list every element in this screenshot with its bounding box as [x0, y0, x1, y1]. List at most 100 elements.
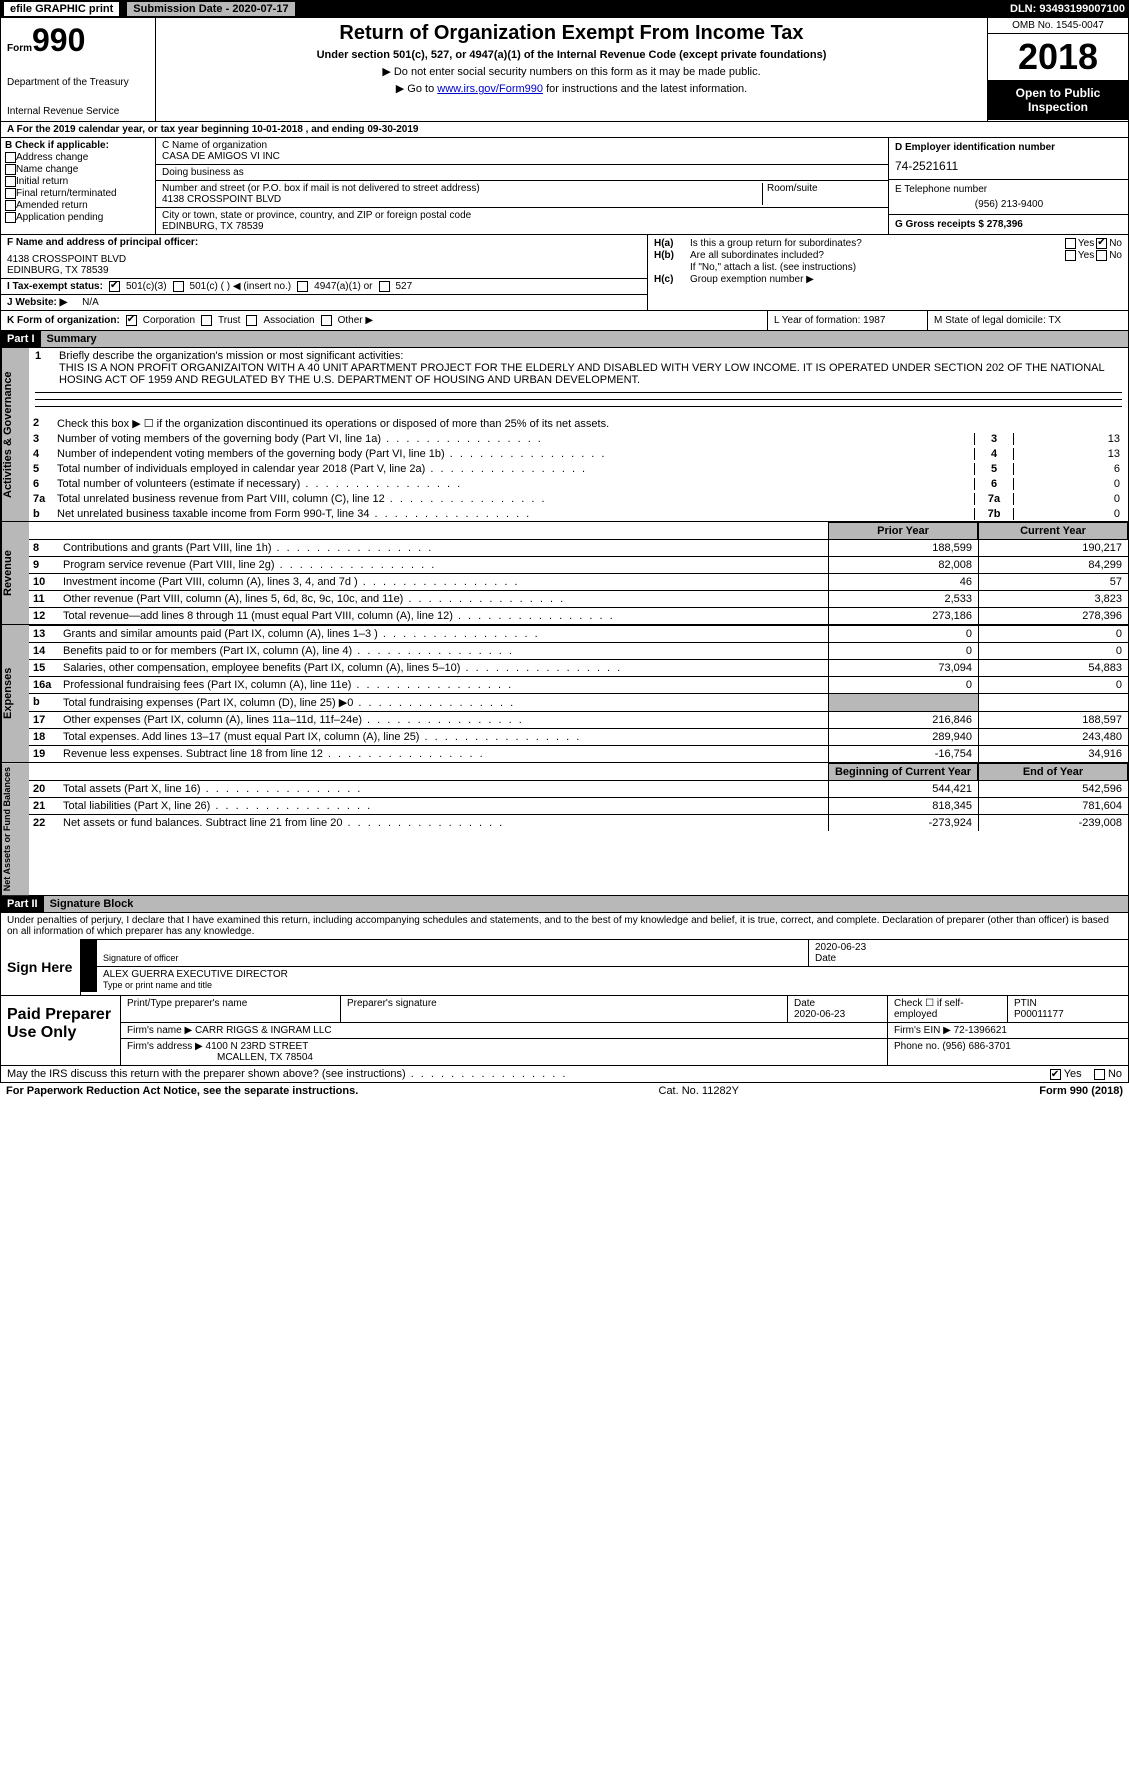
part-2-header: Part II — [1, 896, 44, 912]
dln: DLN: 93493199007100 — [1010, 3, 1125, 15]
dba-label: Doing business as — [162, 167, 882, 178]
firm-address-2: MCALLEN, TX 78504 — [217, 1052, 881, 1063]
row-a-tax-year: A For the 2019 calendar year, or tax yea… — [0, 122, 1129, 138]
cb-irs-no[interactable] — [1094, 1069, 1105, 1080]
city-block: City or town, state or province, country… — [162, 210, 882, 232]
expenses-section: Expenses 13Grants and similar amounts pa… — [0, 625, 1129, 763]
cb-amended[interactable]: Amended return — [5, 200, 151, 211]
paid-row-3: Firm's address ▶ 4100 N 23RD STREET MCAL… — [121, 1039, 1128, 1065]
footer-left: For Paperwork Reduction Act Notice, see … — [6, 1085, 358, 1097]
cb-ha-no[interactable] — [1096, 238, 1107, 249]
l-year-formation: L Year of formation: 1987 — [768, 311, 928, 330]
cb-trust[interactable] — [201, 315, 212, 326]
col-eg: E Telephone number (956) 213-9400 G Gros… — [889, 180, 1129, 234]
cb-ha-yes[interactable] — [1065, 238, 1076, 249]
cb-corp[interactable] — [126, 315, 137, 326]
sig-name-cell: ALEX GUERRA EXECUTIVE DIRECTOR Type or p… — [97, 967, 1128, 992]
page-footer: For Paperwork Reduction Act Notice, see … — [0, 1083, 1129, 1099]
gov-line: bNet unrelated business taxable income f… — [29, 506, 1128, 521]
col-d-ein: D Employer identification number 74-2521… — [889, 138, 1129, 180]
h-group-return: H(a) Is this a group return for subordin… — [648, 235, 1128, 288]
street-block: Number and street (or P.O. box if mail i… — [162, 183, 762, 205]
gov-line: 7aTotal unrelated business revenue from … — [29, 491, 1128, 506]
cb-name-change[interactable]: Name change — [5, 164, 151, 175]
part-1: Part I Summary — [0, 331, 1129, 348]
sig-arrow-icon-2 — [81, 967, 97, 992]
col-b-header: B Check if applicable: — [5, 140, 151, 151]
row-fhij: F Name and address of principal officer:… — [0, 235, 1129, 311]
cb-initial-return[interactable]: Initial return — [5, 176, 151, 187]
header-title-block: Return of Organization Exempt From Incom… — [156, 18, 988, 121]
line-2: 2 Check this box ▶ ☐ if the organization… — [29, 415, 1128, 431]
dept-treasury: Department of the Treasury — [7, 77, 149, 88]
ein-value: 74-2521611 — [895, 159, 1123, 173]
sig-officer-cell: Signature of officer — [97, 940, 808, 966]
cb-hb-no[interactable] — [1096, 250, 1107, 261]
governance-vert-label: Activities & Governance — [1, 348, 29, 521]
gov-line: 4Number of independent voting members of… — [29, 446, 1128, 461]
governance-section: Activities & Governance 1 Briefly descri… — [0, 348, 1129, 522]
col-b-checkboxes: B Check if applicable: Address change Na… — [1, 138, 156, 234]
firm-address-1: 4100 N 23RD STREET — [206, 1041, 309, 1052]
col-c-org-name: C Name of organization CASA DE AMIGOS VI… — [156, 138, 888, 234]
fin-line: 22Net assets or fund balances. Subtract … — [29, 814, 1128, 831]
irs-link[interactable]: www.irs.gov/Form990 — [437, 83, 543, 95]
tax-year: 2018 — [988, 34, 1128, 80]
cb-hb-yes[interactable] — [1065, 250, 1076, 261]
part-1-header: Part I — [1, 331, 41, 347]
fin-line: 19Revenue less expenses. Subtract line 1… — [29, 745, 1128, 762]
form-title: Return of Organization Exempt From Incom… — [162, 22, 981, 45]
sign-here-label: Sign Here — [1, 939, 81, 995]
cb-501c3[interactable] — [109, 281, 120, 292]
revenue-vert-label: Revenue — [1, 522, 29, 624]
revenue-section: Revenue Prior Year Current Year 8Contrib… — [0, 522, 1129, 625]
street-value: 4138 CROSSPOINT BLVD — [162, 194, 762, 205]
mission-text: THIS IS A NON PROFIT ORGANIZAITON WITH A… — [59, 362, 1122, 386]
form-note-1: ▶ Do not enter social security numbers o… — [162, 65, 981, 78]
footer-cat: Cat. No. 11282Y — [358, 1085, 1039, 1097]
city-value: EDINBURG, TX 78539 — [162, 221, 882, 232]
cb-irs-yes[interactable] — [1050, 1069, 1061, 1080]
fin-line: 9Program service revenue (Part VIII, lin… — [29, 556, 1128, 573]
fin-line: 12Total revenue—add lines 8 through 11 (… — [29, 607, 1128, 624]
cb-501c[interactable] — [173, 281, 184, 292]
sig-date-cell: 2020-06-23 Date — [808, 940, 1128, 966]
top-bar: efile GRAPHIC print Submission Date - 20… — [0, 0, 1129, 18]
part-2: Part II Signature Block — [0, 896, 1129, 913]
fin-line: 17Other expenses (Part IX, column (A), l… — [29, 711, 1128, 728]
gov-line: 6Total number of volunteers (estimate if… — [29, 476, 1128, 491]
fin-line: 15Salaries, other compensation, employee… — [29, 659, 1128, 676]
fin-line: bTotal fundraising expenses (Part IX, co… — [29, 693, 1128, 711]
j-website: J Website: ▶ N/A — [1, 295, 647, 310]
omb-number: OMB No. 1545-0047 — [988, 18, 1128, 34]
paid-preparer-block: Paid Preparer Use Only Print/Type prepar… — [0, 996, 1129, 1066]
signature-block: Under penalties of perjury, I declare th… — [0, 913, 1129, 996]
telephone-block: E Telephone number (956) 213-9400 — [889, 180, 1129, 215]
col-headers: Prior Year Current Year — [29, 522, 1128, 539]
k-form-org: K Form of organization: Corporation Trus… — [1, 311, 768, 330]
cb-other[interactable] — [321, 315, 332, 326]
gross-receipts: G Gross receipts $ 278,396 — [889, 215, 1129, 234]
header-left: Form990 Department of the Treasury Inter… — [1, 18, 156, 121]
m-state-domicile: M State of legal domicile: TX — [928, 311, 1128, 330]
telephone-value: (956) 213-9400 — [895, 199, 1123, 210]
cb-address-change[interactable]: Address change — [5, 152, 151, 163]
officer-name: ALEX GUERRA EXECUTIVE DIRECTOR — [103, 969, 1122, 980]
fin-line: 20Total assets (Part X, line 16)544,4215… — [29, 780, 1128, 797]
cb-assoc[interactable] — [246, 315, 257, 326]
org-name: CASA DE AMIGOS VI INC — [162, 151, 642, 162]
org-name-block: C Name of organization CASA DE AMIGOS VI… — [162, 140, 642, 162]
cb-4947[interactable] — [297, 281, 308, 292]
fin-line: 11Other revenue (Part VIII, column (A), … — [29, 590, 1128, 607]
fin-line: 18Total expenses. Add lines 13–17 (must … — [29, 728, 1128, 745]
net-vert-label: Net Assets or Fund Balances — [1, 763, 29, 895]
cb-527[interactable] — [379, 281, 390, 292]
f-principal-officer: F Name and address of principal officer:… — [1, 235, 647, 279]
cb-final-return[interactable]: Final return/terminated — [5, 188, 151, 199]
form-number: Form990 — [7, 22, 149, 59]
part-2-title: Signature Block — [44, 896, 1128, 912]
cb-application-pending[interactable]: Application pending — [5, 212, 151, 223]
header-right: OMB No. 1545-0047 2018 Open to Public In… — [988, 18, 1128, 121]
firm-phone: (956) 686-3701 — [942, 1041, 1010, 1052]
row-klm: K Form of organization: Corporation Trus… — [0, 311, 1129, 331]
